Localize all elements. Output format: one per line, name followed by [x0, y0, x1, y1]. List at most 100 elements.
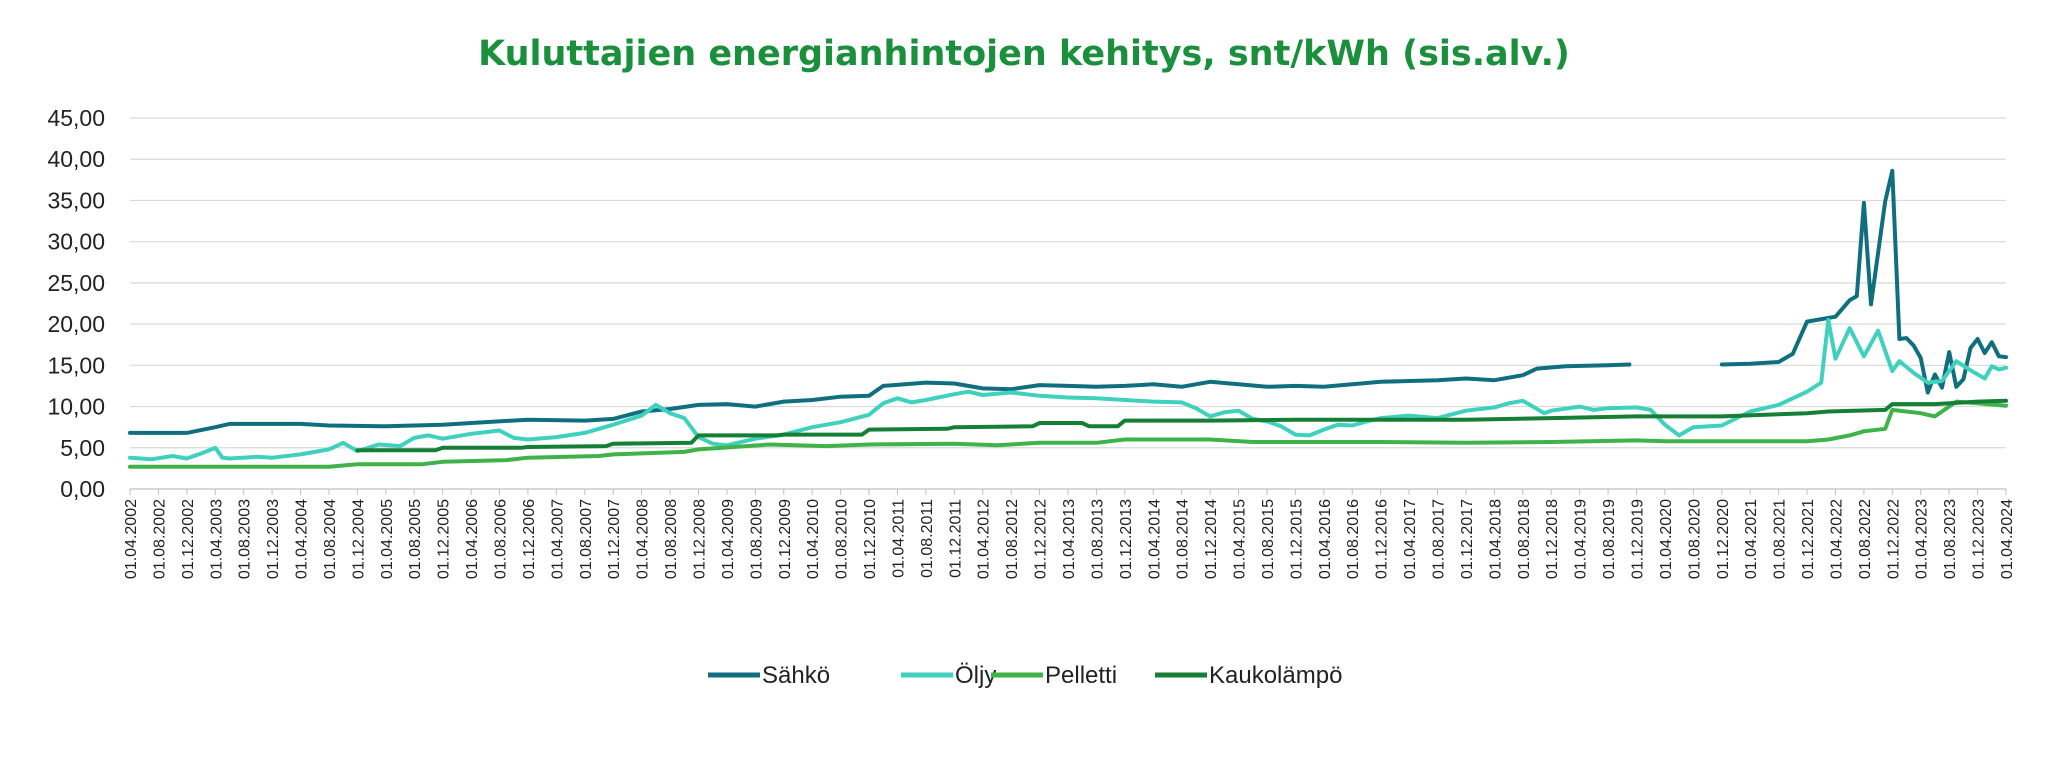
x-tick-label: 01.04.2010	[805, 499, 822, 579]
y-tick-label: 35,00	[47, 187, 105, 213]
y-tick-label: 0,00	[60, 476, 105, 502]
series-1	[128, 318, 2008, 462]
x-tick-label: 01.12.2005	[436, 499, 453, 579]
x-tick-label: 01.08.2016	[1345, 499, 1362, 579]
x-tick-label: 01.04.2002	[123, 499, 140, 579]
x-tick-label: 01.08.2021	[1772, 499, 1789, 579]
x-tick-label: 01.04.2024	[1999, 499, 2016, 579]
x-tick-label: 01.04.2019	[1573, 499, 1590, 579]
x-tick-label: 01.08.2010	[834, 499, 851, 579]
x-tick-label: 01.08.2020	[1686, 499, 1703, 579]
x-tick-label: 01.08.2015	[1260, 499, 1277, 579]
x-tick-label: 01.12.2021	[1800, 499, 1817, 579]
y-tick-label: 10,00	[47, 394, 105, 420]
x-tick-label: 01.04.2015	[1232, 499, 1249, 579]
x-tick-label: 01.12.2002	[180, 499, 197, 579]
x-tick-label: 01.04.2023	[1914, 499, 1931, 579]
legend-item: Öljy	[901, 662, 996, 689]
x-tick-label: 01.12.2017	[1459, 499, 1476, 579]
legend-label: Kaukolämpö	[1209, 662, 1342, 689]
legend-label: Öljy	[955, 662, 996, 689]
x-tick-label: 01.04.2003	[208, 499, 225, 579]
x-tick-label: 01.08.2012	[1004, 499, 1021, 579]
x-tick-label: 01.04.2005	[379, 499, 396, 579]
grid-layer	[130, 117, 2006, 490]
x-tick-label: 01.08.2003	[237, 499, 254, 579]
x-tick-label: 01.12.2013	[1118, 499, 1135, 579]
x-tick-label: 01.08.2013	[1089, 499, 1106, 579]
x-tick-label: 01.04.2011	[890, 499, 907, 578]
x-tick-label: 01.12.2023	[1971, 499, 1988, 579]
y-axis: 0,00 5,00 10,00 15,00 20,00 25,00 30,00 35,00 40…	[47, 105, 105, 502]
x-tick-label: 01.08.2008	[663, 499, 680, 579]
y-tick-label: 40,00	[47, 146, 105, 172]
x-tick-label: 01.04.2018	[1487, 499, 1504, 579]
x-tick-label: 01.12.2009	[777, 499, 794, 579]
series-line	[128, 318, 2008, 462]
x-tick-label: 01.12.2022	[1885, 499, 1902, 579]
x-tick-label: 01.04.2016	[1317, 499, 1334, 579]
x-tick-label: 01.08.2023	[1942, 499, 1959, 579]
x-tick-label: 01.12.2010	[862, 499, 879, 579]
y-tick-label: 30,00	[47, 229, 105, 255]
series-2	[128, 399, 2008, 469]
chart-title: Kuluttajien energianhintojen kehitys, sn…	[478, 34, 1570, 74]
legend-label: Pelletti	[1045, 662, 1117, 689]
x-tick-label: 01.04.2021	[1743, 499, 1760, 579]
x-tick-label: 01.12.2014	[1203, 499, 1220, 579]
series-line	[355, 398, 2008, 453]
legend-item: Kaukolämpö	[1155, 662, 1342, 689]
series-line	[1719, 168, 2008, 395]
y-tick-label: 20,00	[47, 311, 105, 337]
x-tick-label: 01.08.2011	[919, 499, 936, 578]
x-tick-label: 01.12.2012	[1033, 499, 1050, 579]
x-tick-label: 01.04.2012	[976, 499, 993, 579]
x-tick-label: 01.04.2014	[1146, 499, 1163, 579]
series-line	[128, 362, 1632, 435]
legend: Sähkö Öljy Pelletti Kaukolämpö	[708, 662, 1342, 689]
x-axis: 01.04.2002 01.08.2002 01.12.2002 01.04.2003…	[123, 489, 2016, 579]
x-tick-label: 01.12.2018	[1544, 499, 1561, 579]
series-layer	[128, 168, 2008, 469]
x-tick-label: 01.04.2013	[1061, 499, 1078, 579]
x-tick-label: 01.12.2019	[1629, 499, 1646, 579]
x-tick-label: 01.12.2011	[947, 499, 964, 578]
x-tick-label: 01.04.2006	[464, 499, 481, 579]
x-tick-label: 01.04.2020	[1658, 499, 1675, 579]
x-tick-label: 01.04.2009	[720, 499, 737, 579]
x-tick-label: 01.08.2014	[1175, 499, 1192, 579]
series-0	[128, 168, 2008, 435]
x-tick-label: 01.04.2007	[549, 499, 566, 579]
x-tick-label: 01.12.2007	[606, 499, 623, 579]
x-tick-label: 01.08.2009	[748, 499, 765, 579]
x-tick-label: 01.12.2016	[1374, 499, 1391, 579]
x-tick-label: 01.08.2019	[1601, 499, 1618, 579]
x-tick-label: 01.12.2004	[350, 499, 367, 579]
x-tick-label: 01.12.2020	[1715, 499, 1732, 579]
x-tick-label: 01.12.2015	[1288, 499, 1305, 579]
x-tick-label: 01.08.2006	[493, 499, 510, 579]
series-line	[128, 399, 2008, 469]
legend-item: Pelletti	[991, 662, 1117, 689]
x-tick-label: 01.08.2022	[1857, 499, 1874, 579]
y-tick-label: 25,00	[47, 270, 105, 296]
legend-label: Sähkö	[762, 662, 830, 689]
y-tick-label: 5,00	[60, 435, 105, 461]
x-tick-label: 01.12.2003	[265, 499, 282, 579]
x-tick-label: 01.08.2005	[407, 499, 424, 579]
x-tick-label: 01.08.2007	[578, 499, 595, 579]
x-tick-label: 01.08.2017	[1431, 499, 1448, 579]
x-tick-label: 01.04.2004	[294, 499, 311, 579]
x-tick-label: 01.04.2022	[1828, 499, 1845, 579]
x-tick-label: 01.12.2006	[521, 499, 538, 579]
x-tick-label: 01.08.2018	[1516, 499, 1533, 579]
x-tick-label: 01.04.2008	[635, 499, 652, 579]
x-tick-label: 01.12.2008	[691, 499, 708, 579]
legend-item: Sähkö	[708, 662, 830, 689]
y-tick-label: 15,00	[47, 352, 105, 378]
y-tick-label: 45,00	[47, 105, 105, 131]
series-3	[355, 398, 2008, 453]
x-tick-label: 01.04.2017	[1402, 499, 1419, 579]
x-tick-label: 01.08.2004	[322, 499, 339, 579]
